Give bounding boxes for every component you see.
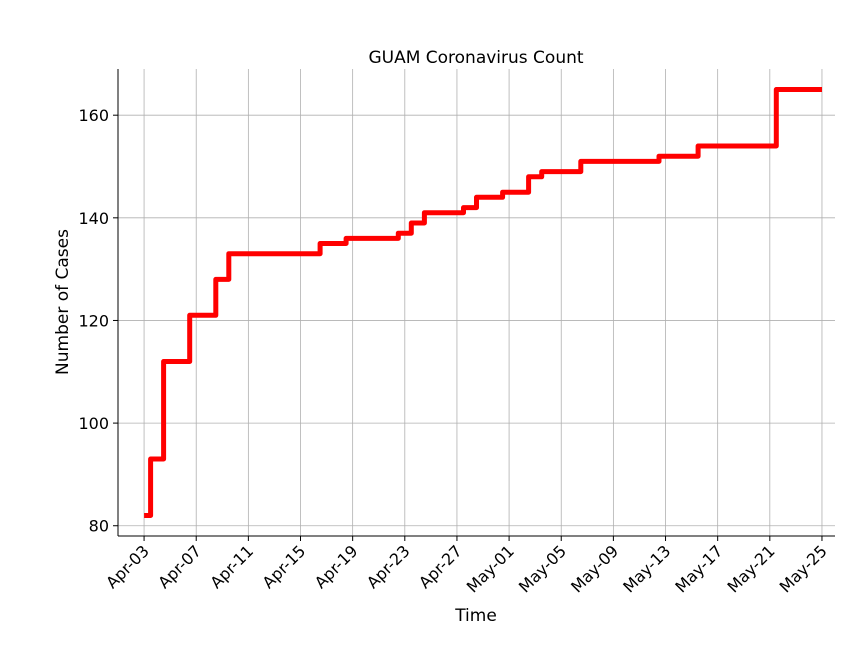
x-tick-label: Apr-07: [154, 541, 205, 592]
x-tick-label: May-13: [619, 541, 674, 596]
series-layer: [144, 90, 822, 516]
chart-title: GUAM Coronavirus Count: [368, 48, 583, 68]
x-tick-label: Apr-03: [102, 541, 153, 592]
series-line: [144, 90, 822, 516]
grid: [118, 69, 835, 536]
x-tick-label: Apr-11: [206, 541, 257, 592]
x-axis-label: Time: [454, 606, 497, 626]
x-tick-label: May-25: [776, 541, 831, 596]
x-tick-label: Apr-23: [363, 541, 414, 592]
x-tick-label: Apr-19: [311, 541, 362, 592]
x-tick-label: Apr-15: [259, 541, 310, 592]
x-tick-label: May-21: [724, 541, 779, 596]
y-tick-label: 160: [78, 106, 109, 125]
x-tick-label: May-09: [567, 541, 622, 596]
x-tick-label: May-17: [671, 541, 726, 596]
axes: [118, 69, 835, 536]
x-tick-label: May-05: [515, 541, 570, 596]
x-tick-label: Apr-27: [415, 541, 466, 592]
y-tick-label: 80: [89, 517, 109, 536]
y-tick-label: 100: [78, 414, 109, 433]
x-tick-label: May-01: [463, 541, 518, 596]
y-tick-label: 120: [78, 311, 109, 330]
y-axis-label: Number of Cases: [53, 229, 73, 375]
y-tick-label: 140: [78, 209, 109, 228]
